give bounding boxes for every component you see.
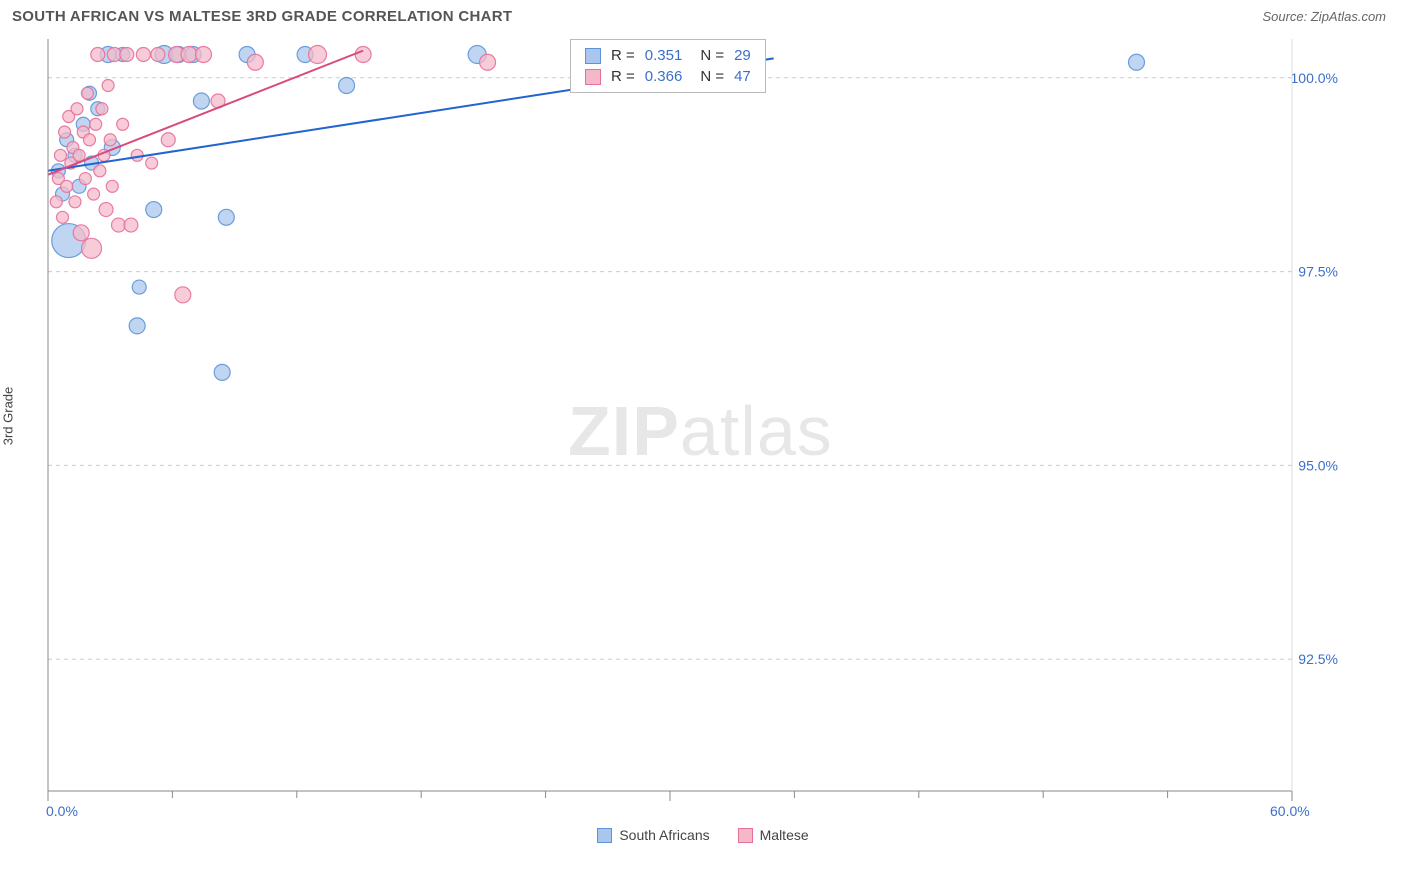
x-axis-tick-label: 60.0%	[1270, 803, 1310, 819]
correlation-stats-box: R = 0.351 N = 29 R = 0.366 N = 47	[570, 39, 766, 93]
svg-text:95.0%: 95.0%	[1298, 457, 1338, 473]
stats-n-label: N =	[700, 68, 724, 85]
stats-r-value: 0.366	[645, 68, 683, 85]
stats-swatch	[585, 69, 601, 85]
legend-label: South Africans	[619, 827, 709, 843]
legend-swatch	[738, 828, 753, 843]
stats-n-value: 47	[734, 68, 751, 85]
chart-container: 3rd Grade 92.5%95.0%97.5%100.0% ZIPatlas…	[12, 31, 1394, 801]
stats-swatch	[585, 48, 601, 64]
chart-title: SOUTH AFRICAN VS MALTESE 3RD GRADE CORRE…	[12, 8, 512, 25]
scatter-chart: 92.5% 95.0% 97.5% 100.0%	[12, 31, 1342, 801]
chart-header: SOUTH AFRICAN VS MALTESE 3RD GRADE CORRE…	[0, 0, 1406, 31]
stats-r-value: 0.351	[645, 47, 683, 64]
stats-row: R = 0.366 N = 47	[571, 66, 765, 87]
stats-r-label: R =	[611, 47, 635, 64]
stats-n-label: N =	[700, 47, 724, 64]
chart-source: Source: ZipAtlas.com	[1262, 9, 1386, 24]
legend-item[interactable]: Maltese	[738, 827, 809, 843]
y-axis-label: 3rd Grade	[1, 387, 16, 446]
stats-r-label: R =	[611, 68, 635, 85]
stats-row: R = 0.351 N = 29	[571, 45, 765, 66]
legend-swatch	[597, 828, 612, 843]
svg-text:100.0%: 100.0%	[1291, 70, 1338, 86]
legend-item[interactable]: South Africans	[597, 827, 709, 843]
legend-label: Maltese	[760, 827, 809, 843]
svg-text:92.5%: 92.5%	[1298, 651, 1338, 667]
stats-n-value: 29	[734, 47, 751, 64]
x-axis-labels: 0.0% 60.0%	[12, 801, 1342, 823]
x-axis-tick-label: 0.0%	[46, 803, 78, 819]
series-legend: South Africans Maltese	[0, 827, 1406, 843]
svg-text:97.5%: 97.5%	[1298, 264, 1338, 280]
